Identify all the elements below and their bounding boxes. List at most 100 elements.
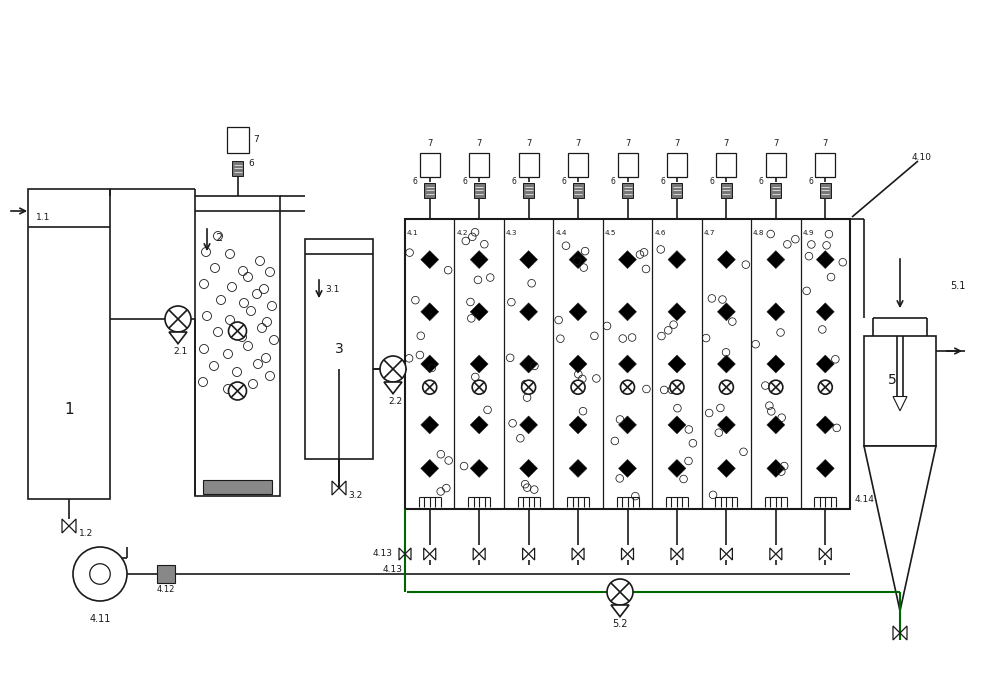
Text: 4.12: 4.12 bbox=[157, 586, 175, 594]
Polygon shape bbox=[520, 460, 538, 477]
Text: 7: 7 bbox=[823, 138, 828, 148]
Circle shape bbox=[228, 382, 246, 400]
Polygon shape bbox=[767, 460, 785, 477]
Text: 1: 1 bbox=[64, 402, 74, 417]
Polygon shape bbox=[569, 355, 587, 373]
Bar bbox=[203, 480, 272, 494]
Polygon shape bbox=[671, 548, 677, 560]
Polygon shape bbox=[384, 382, 402, 394]
Polygon shape bbox=[767, 416, 785, 434]
Polygon shape bbox=[816, 251, 834, 269]
Polygon shape bbox=[767, 251, 785, 269]
Polygon shape bbox=[405, 548, 411, 560]
Text: 5.1: 5.1 bbox=[950, 281, 965, 291]
Polygon shape bbox=[520, 355, 538, 373]
Polygon shape bbox=[717, 355, 735, 373]
Text: 4.5: 4.5 bbox=[605, 230, 616, 236]
Text: 4.14: 4.14 bbox=[855, 495, 875, 503]
Text: 4.7: 4.7 bbox=[704, 230, 715, 236]
Polygon shape bbox=[819, 548, 825, 560]
Polygon shape bbox=[520, 251, 538, 269]
Text: 7: 7 bbox=[724, 138, 729, 148]
Circle shape bbox=[90, 563, 110, 584]
Bar bbox=[474, 183, 485, 197]
Text: 5.2: 5.2 bbox=[612, 619, 628, 629]
Text: 1.2: 1.2 bbox=[79, 530, 93, 539]
Bar bbox=[405, 219, 850, 509]
Polygon shape bbox=[628, 548, 634, 560]
Text: 2.1: 2.1 bbox=[173, 346, 187, 355]
Polygon shape bbox=[816, 416, 834, 434]
Circle shape bbox=[423, 380, 437, 394]
Polygon shape bbox=[470, 251, 488, 269]
Polygon shape bbox=[893, 396, 907, 410]
Bar bbox=[195, 196, 280, 496]
Polygon shape bbox=[726, 548, 732, 560]
Polygon shape bbox=[816, 355, 834, 373]
Text: 4.8: 4.8 bbox=[753, 230, 765, 236]
Polygon shape bbox=[62, 519, 69, 533]
Polygon shape bbox=[618, 303, 637, 321]
Text: 5: 5 bbox=[888, 373, 896, 387]
Bar bbox=[671, 183, 682, 197]
Polygon shape bbox=[470, 355, 488, 373]
Polygon shape bbox=[572, 548, 578, 560]
Polygon shape bbox=[399, 548, 405, 560]
Text: 7: 7 bbox=[625, 138, 630, 148]
Text: 6: 6 bbox=[759, 177, 764, 187]
Polygon shape bbox=[717, 303, 735, 321]
Text: 6: 6 bbox=[248, 158, 254, 168]
Polygon shape bbox=[569, 460, 587, 477]
Circle shape bbox=[571, 380, 585, 394]
Text: 1.1: 1.1 bbox=[36, 212, 50, 222]
Polygon shape bbox=[523, 548, 529, 560]
Bar bbox=[469, 153, 489, 177]
Polygon shape bbox=[717, 251, 735, 269]
Text: 4.1: 4.1 bbox=[407, 230, 418, 236]
Bar bbox=[232, 160, 243, 175]
Polygon shape bbox=[825, 548, 831, 560]
Circle shape bbox=[380, 356, 406, 382]
Text: 4.4: 4.4 bbox=[555, 230, 567, 236]
Circle shape bbox=[73, 547, 127, 601]
Polygon shape bbox=[767, 355, 785, 373]
Polygon shape bbox=[668, 303, 686, 321]
Bar bbox=[815, 153, 835, 177]
Bar bbox=[568, 153, 588, 177]
Bar bbox=[573, 183, 584, 197]
Text: 7: 7 bbox=[674, 138, 680, 148]
Bar bbox=[770, 183, 781, 197]
Polygon shape bbox=[421, 303, 439, 321]
Circle shape bbox=[607, 579, 633, 605]
Text: 4.13: 4.13 bbox=[383, 565, 403, 574]
Polygon shape bbox=[430, 548, 436, 560]
Text: 4.2: 4.2 bbox=[456, 230, 468, 236]
Polygon shape bbox=[668, 355, 686, 373]
Polygon shape bbox=[569, 303, 587, 321]
Bar bbox=[157, 565, 175, 583]
Circle shape bbox=[769, 380, 783, 394]
Text: 6: 6 bbox=[660, 177, 665, 187]
Polygon shape bbox=[569, 416, 587, 434]
Bar bbox=[721, 183, 732, 197]
Text: 6: 6 bbox=[611, 177, 616, 187]
Polygon shape bbox=[529, 548, 535, 560]
Polygon shape bbox=[717, 416, 735, 434]
Polygon shape bbox=[717, 460, 735, 477]
Polygon shape bbox=[339, 481, 346, 495]
Text: 7: 7 bbox=[476, 138, 482, 148]
Polygon shape bbox=[611, 605, 629, 617]
Text: 6: 6 bbox=[413, 177, 418, 187]
Text: 4.13: 4.13 bbox=[373, 549, 393, 559]
Text: 3.2: 3.2 bbox=[348, 491, 362, 499]
Polygon shape bbox=[618, 460, 637, 477]
Text: 2: 2 bbox=[215, 233, 222, 243]
Text: 6: 6 bbox=[512, 177, 517, 187]
Bar bbox=[820, 183, 831, 197]
Circle shape bbox=[472, 380, 486, 394]
Polygon shape bbox=[720, 548, 726, 560]
Polygon shape bbox=[421, 416, 439, 434]
Circle shape bbox=[165, 306, 191, 332]
Bar bbox=[622, 183, 633, 197]
Polygon shape bbox=[424, 548, 430, 560]
